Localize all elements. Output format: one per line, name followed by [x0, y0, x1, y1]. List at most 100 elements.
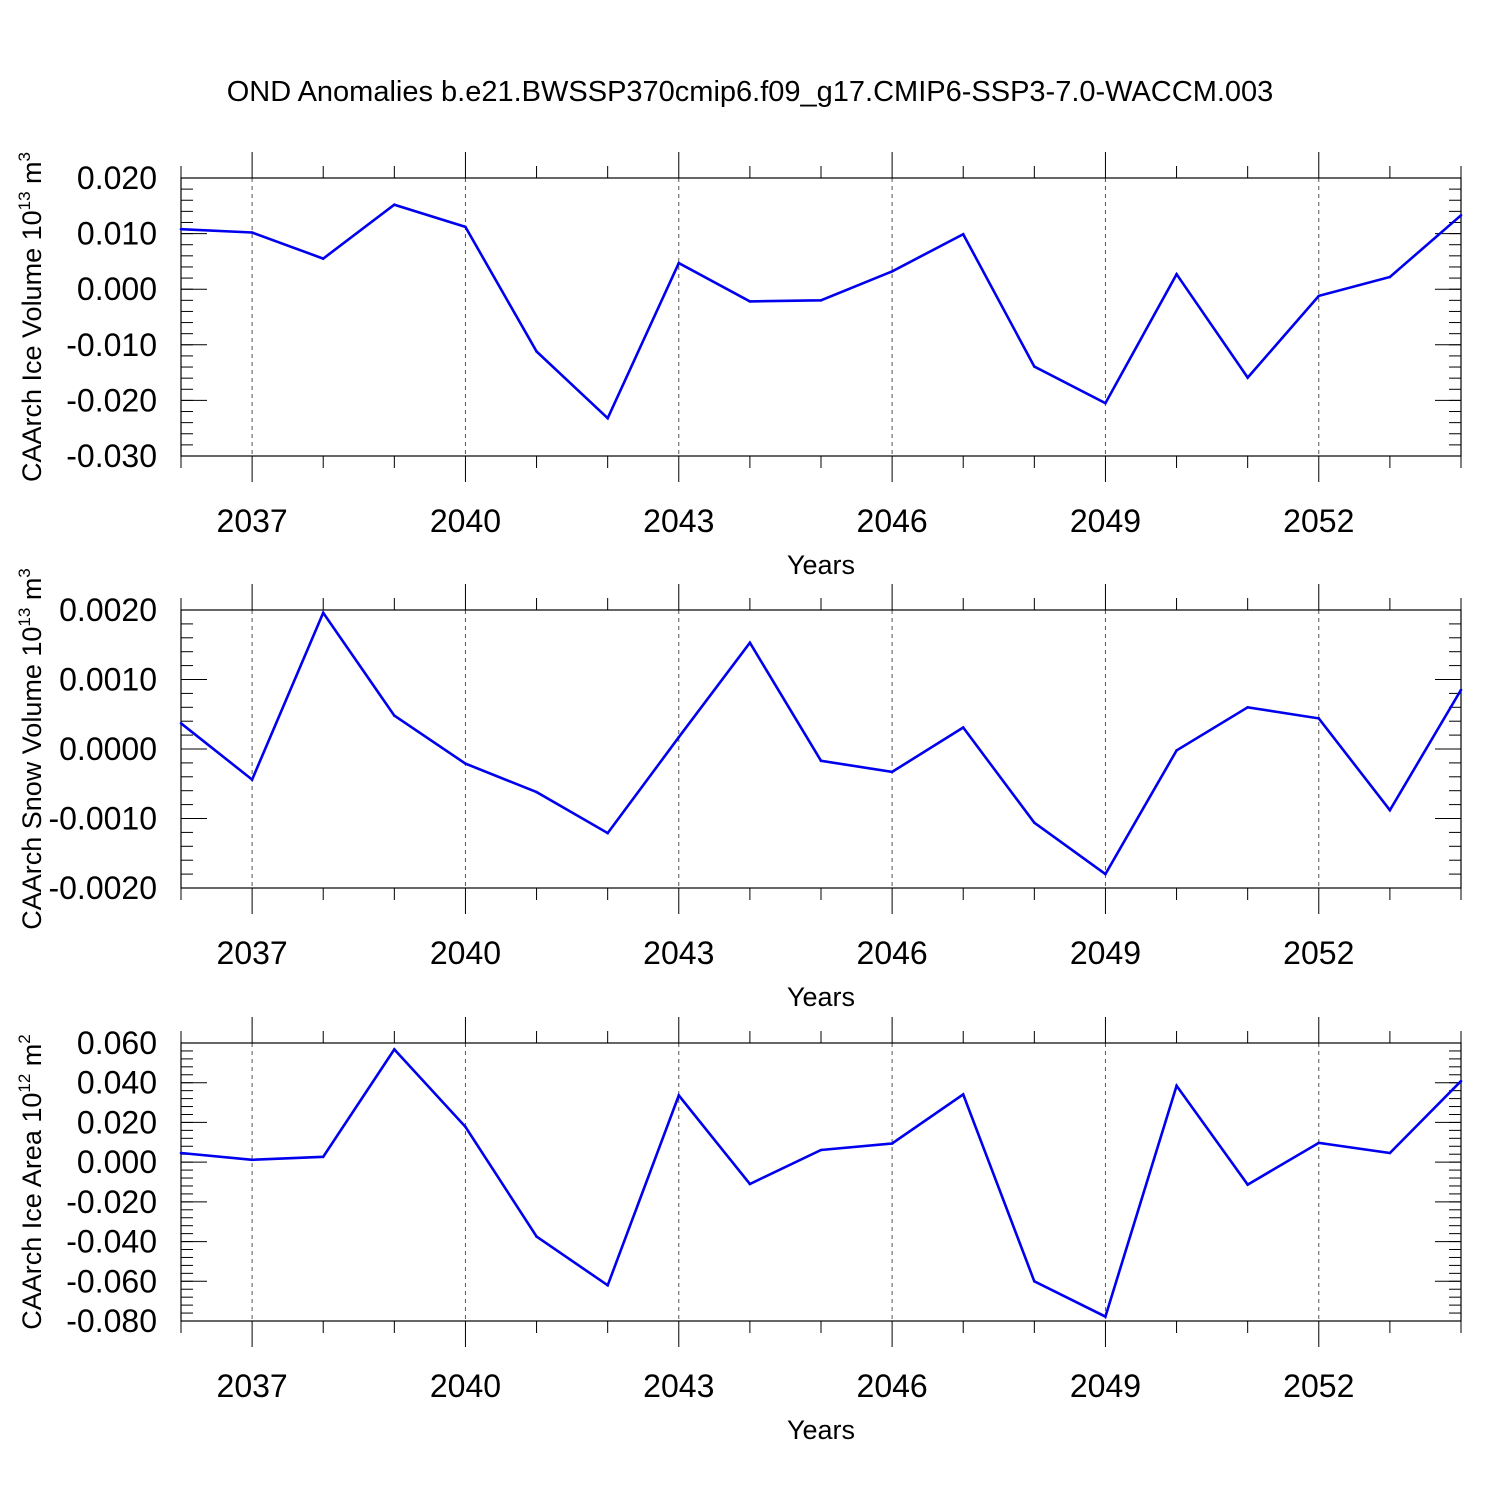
- y-tick-label: 0.0000: [59, 731, 157, 767]
- data-point: [748, 641, 752, 644]
- data-point: [819, 1148, 823, 1152]
- x-tick-label: 2046: [857, 1368, 928, 1404]
- data-point: [535, 350, 538, 353]
- data-point: [464, 762, 467, 765]
- y-tick-label: -0.020: [66, 382, 157, 418]
- data-point: [321, 257, 325, 260]
- data-point: [819, 759, 823, 763]
- y-tick-label: 0.0010: [59, 662, 157, 698]
- data-point: [1104, 401, 1107, 405]
- x-tick-label: 2040: [430, 503, 501, 539]
- y-axis-title-text: CAArch Ice Volume 10: [17, 210, 47, 482]
- data-point: [1033, 821, 1036, 824]
- data-point: [1459, 213, 1463, 217]
- y-axis-title-unit-exponent: 2: [15, 1034, 34, 1043]
- y-tick-label: -0.0020: [48, 870, 157, 906]
- data-point: [535, 1235, 538, 1238]
- data-point: [961, 726, 965, 729]
- y-tick-label: 0.020: [77, 1104, 157, 1140]
- y-axis-title-text: CAArch Snow Volume 10: [17, 627, 47, 930]
- y-tick-label: 0.010: [77, 216, 157, 252]
- y-tick-label: -0.080: [66, 1303, 157, 1339]
- x-tick-label: 2046: [857, 935, 928, 971]
- x-tick-label: 2037: [217, 503, 288, 539]
- x-tick-label: 2049: [1070, 1368, 1141, 1404]
- x-tick-label: 2052: [1283, 935, 1354, 971]
- x-tick-label: 2049: [1070, 935, 1141, 971]
- y-tick-label: -0.0010: [48, 801, 157, 837]
- data-point: [961, 1093, 965, 1096]
- x-tick-label: 2043: [643, 503, 714, 539]
- y-axis-title: CAArch Ice Area 1012 m2: [15, 1034, 47, 1330]
- series-line: [180, 1047, 1462, 1319]
- y-tick-label: 0.0020: [59, 592, 157, 628]
- y-tick-label: 0.060: [77, 1025, 157, 1061]
- data-point: [1459, 688, 1463, 692]
- plot-frame: [180, 1042, 1462, 1322]
- data-point: [1104, 872, 1107, 876]
- data-point: [606, 831, 609, 835]
- x-tick-label: 2046: [857, 503, 928, 539]
- figure-title: OND Anomalies b.e21.BWSSP370cmip6.f09_g1…: [226, 76, 1274, 108]
- plot-frame: [180, 609, 1462, 889]
- data-point: [748, 300, 752, 303]
- y-tick-label: 0.000: [77, 271, 157, 307]
- data-point: [250, 1158, 254, 1162]
- data-point: [890, 270, 894, 273]
- data-point: [1388, 808, 1392, 812]
- x-tick-label: 2049: [1070, 503, 1141, 539]
- data-point: [1175, 1084, 1178, 1087]
- data-point: [1175, 272, 1178, 276]
- data-point: [1175, 749, 1178, 752]
- data-point: [1246, 1183, 1249, 1186]
- y-tick-label: -0.060: [66, 1263, 157, 1299]
- data-point: [179, 721, 183, 725]
- data-point: [606, 416, 609, 420]
- x-tick-label: 2037: [217, 935, 288, 971]
- data-point: [1317, 1141, 1321, 1145]
- data-point: [1246, 706, 1249, 709]
- x-tick-label: 2037: [217, 1368, 288, 1404]
- x-tick-label: 2052: [1283, 503, 1354, 539]
- data-point: [677, 1094, 681, 1097]
- data-point: [1317, 717, 1321, 720]
- data-point: [677, 261, 681, 265]
- data-point: [1246, 376, 1249, 379]
- data-point: [250, 778, 254, 781]
- y-axis-title-exponent: 13: [15, 608, 34, 627]
- x-axis-title: Years: [787, 982, 855, 1012]
- x-tick-label: 2040: [430, 1368, 501, 1404]
- series-line: [180, 610, 1463, 876]
- chart-panel-2: -0.0020 -0.0010 0.0000 0.0010 0.0020 2037 2040…: [15, 568, 1463, 1012]
- data-point: [1317, 294, 1321, 298]
- data-point: [1033, 1279, 1036, 1283]
- y-axis-title-unit: m: [17, 1044, 47, 1074]
- chart-panel-1: -0.030 -0.020 -0.010 0.000 0.010 0.020 2037 204…: [15, 152, 1463, 580]
- y-axis-title: CAArch Ice Volume 1013 m3: [15, 152, 47, 482]
- x-axis-title: Years: [787, 550, 855, 580]
- data-point: [393, 1048, 396, 1051]
- data-point: [1033, 365, 1036, 368]
- data-point: [890, 1142, 894, 1145]
- y-tick-label: 0.020: [77, 160, 157, 196]
- y-axis-title-unit-exponent: 3: [15, 568, 34, 577]
- data-point: [321, 611, 325, 615]
- data-point: [535, 790, 538, 794]
- y-tick-label: 0.040: [77, 1065, 157, 1101]
- y-tick-label: -0.010: [66, 327, 157, 363]
- x-tick-label: 2043: [643, 935, 714, 971]
- y-axis-title-unit: m: [17, 578, 47, 608]
- y-axis-title: CAArch Snow Volume 1013 m3: [15, 568, 47, 930]
- y-tick-label: -0.020: [66, 1184, 157, 1220]
- data-point: [890, 770, 894, 774]
- y-axis-title-exponent: 13: [15, 191, 34, 210]
- x-tick-label: 2052: [1283, 1368, 1354, 1404]
- data-point: [1388, 275, 1392, 279]
- data-point: [606, 1283, 609, 1287]
- data-point: [464, 225, 467, 229]
- data-point: [1459, 1079, 1463, 1083]
- y-tick-label: -0.030: [66, 438, 157, 474]
- data-point: [179, 1151, 183, 1155]
